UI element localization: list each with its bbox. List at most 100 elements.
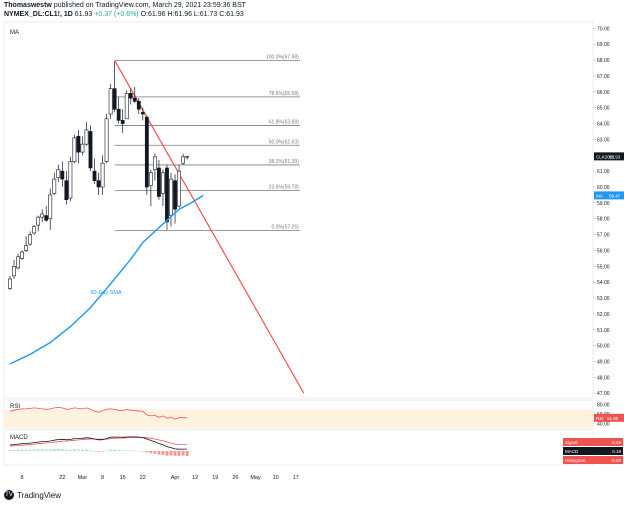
macd-histogram-bar <box>129 450 133 451</box>
fib-level-label: 61.8%(63.88) <box>269 119 299 125</box>
candle-body <box>124 93 129 120</box>
y-tick-label: 52.00 <box>597 312 610 318</box>
candle-body <box>108 88 113 115</box>
macd-histogram-bar <box>56 448 60 451</box>
candle-body <box>36 216 41 226</box>
candle-body <box>128 93 133 99</box>
symbol-info: NYMEX_DL:CL1!, 1D 61.93 +0.37 (+0.6%) O:… <box>4 11 244 18</box>
y-tick-label: 58.00 <box>597 217 610 223</box>
y-tick-label: 55.00 <box>597 264 610 270</box>
candle-body <box>80 143 85 153</box>
y-tick-label: 61.00 <box>597 169 610 175</box>
macd-histogram-bar <box>181 451 185 456</box>
candle-body <box>20 251 24 259</box>
candle-body <box>173 180 177 210</box>
publish-info: Thomaswestw published on TradingView.com… <box>4 2 246 9</box>
candle-body <box>44 215 49 221</box>
candle-body <box>136 101 141 110</box>
last-price: 61.93 <box>74 11 93 18</box>
macd-histogram-bar <box>141 451 145 452</box>
candle-body <box>169 178 173 216</box>
macd-tag-label: Histogram <box>565 458 586 463</box>
candle-body <box>161 172 165 194</box>
macd-histogram-bar <box>64 449 68 451</box>
candle-body <box>64 180 69 200</box>
macd-histogram-bar <box>36 449 40 451</box>
y-tick-label: 48.00 <box>597 375 610 381</box>
macd-histogram-bar <box>84 449 88 451</box>
x-tick-label: 15 <box>120 475 126 481</box>
candle-body <box>60 170 65 180</box>
candle-body <box>84 129 89 145</box>
candle-body <box>177 170 181 207</box>
macd-histogram-bar <box>68 449 72 451</box>
rsi-tag-label: RSI <box>596 416 604 421</box>
y-tick-label: 60.00 <box>597 185 610 191</box>
macd-tag-value: -0.50 <box>611 458 622 463</box>
x-tick-label: 17 <box>293 475 299 481</box>
candle-body <box>92 170 97 181</box>
macd-tag-value: 0.19 <box>612 449 621 454</box>
x-tick-label: 8 <box>101 475 104 481</box>
x-tick-label: Apr <box>171 475 180 481</box>
rsi-tick-label: 80.00 <box>597 403 610 409</box>
candle-body <box>56 169 61 178</box>
y-tick-label: 47.00 <box>597 391 610 397</box>
y-tick-label: 63.00 <box>597 137 610 143</box>
macd-histogram-bar <box>145 451 149 453</box>
candle-body <box>32 226 37 234</box>
macd-histogram-bar <box>101 451 105 452</box>
candle-body <box>116 108 121 121</box>
rsi-tick-label: 40.00 <box>597 421 610 427</box>
main-pane-label: MA <box>10 30 19 36</box>
main-pane-frame <box>3 21 594 399</box>
x-tick-label: 26 <box>232 475 238 481</box>
y-tick-label: 65.00 <box>597 106 610 112</box>
candle-body <box>72 137 77 162</box>
x-tick-label: 22 <box>140 475 146 481</box>
y-tick-label: 66.00 <box>597 90 610 96</box>
macd-histogram-bar <box>105 450 109 451</box>
macd-histogram-bar <box>177 451 181 456</box>
macd-histogram-bar <box>12 449 16 451</box>
publish-text: published on TradingView.com, March 29, … <box>53 2 246 9</box>
trendline <box>114 60 305 394</box>
candle-body <box>144 116 149 188</box>
macd-histogram-bar <box>44 449 48 451</box>
macd-histogram-bar <box>109 449 113 451</box>
rsi-label: RSI <box>10 404 20 410</box>
fib-level-label: 100.0%(67.98) <box>266 54 299 60</box>
candle-body <box>132 97 137 102</box>
candle-body <box>153 156 157 170</box>
price-tag-value: 61.93 <box>609 154 621 159</box>
y-tick-label: 70.00 <box>597 26 610 32</box>
x-tick-label: 8 <box>21 475 24 481</box>
macd-tag-box <box>563 438 623 446</box>
macd-histogram-bar <box>185 451 189 456</box>
macd-histogram-bar <box>40 449 44 451</box>
x-tick-label: 19 <box>212 475 218 481</box>
y-tick-label: 54.00 <box>597 280 610 286</box>
fib-level-label: 50.0%(62.63) <box>269 139 299 145</box>
candle-body <box>104 118 109 162</box>
sma-annotation: 50-Day SMA <box>91 290 123 296</box>
macd-tag-box <box>563 456 623 464</box>
macd-histogram-bar <box>8 450 12 451</box>
ohlc-values: O:61.96 H:61.96 L:61.73 C:61.93 <box>140 11 244 18</box>
author-name: Thomaswestw <box>4 2 52 9</box>
rsi-line <box>9 407 188 420</box>
candle-body <box>100 162 105 188</box>
price-tag-value: 59.47 <box>609 193 621 198</box>
price-change: +0.37 (+0.6%) <box>94 11 139 18</box>
macd-histogram-bar <box>161 451 165 455</box>
price-tag-label: MA <box>596 193 603 198</box>
macd-histogram-bar <box>157 451 161 455</box>
macd-tag-label: MACD <box>565 449 579 454</box>
macd-histogram-bar <box>16 449 20 451</box>
macd-histogram-bar <box>165 451 169 456</box>
candle-body <box>96 180 101 188</box>
fib-level-label: 38.2%(61.39) <box>269 159 299 165</box>
tradingview-logo: TV TradingView <box>4 490 61 500</box>
candle-body <box>68 161 73 199</box>
